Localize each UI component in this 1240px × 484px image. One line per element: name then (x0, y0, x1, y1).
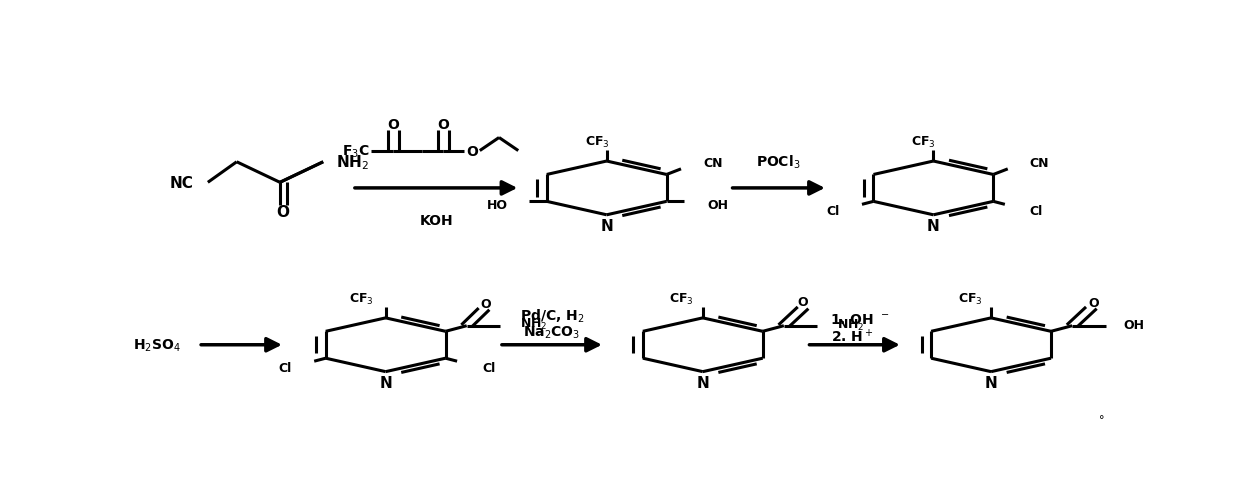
Text: F$_3$C: F$_3$C (342, 143, 370, 159)
Text: Cl: Cl (827, 205, 839, 218)
Text: O: O (466, 144, 479, 158)
Text: NC: NC (170, 175, 193, 190)
Text: N: N (697, 376, 709, 391)
Text: OH: OH (707, 198, 728, 212)
Text: CF$_3$: CF$_3$ (911, 135, 936, 150)
Text: O: O (797, 295, 808, 308)
Text: Pd/C, H$_2$: Pd/C, H$_2$ (520, 306, 584, 324)
Text: N: N (985, 376, 997, 391)
Text: 2. H$^+$: 2. H$^+$ (831, 327, 873, 344)
Text: CN: CN (703, 157, 723, 170)
Text: N: N (928, 219, 940, 234)
Text: Cl: Cl (1030, 205, 1043, 218)
Text: HO: HO (487, 198, 508, 212)
Text: CF$_3$: CF$_3$ (350, 291, 374, 306)
Text: CF$_3$: CF$_3$ (957, 291, 982, 306)
Text: NH$_2$: NH$_2$ (837, 318, 864, 333)
Text: POCl$_3$: POCl$_3$ (756, 154, 801, 171)
Text: 1. OH $^-$: 1. OH $^-$ (830, 313, 889, 327)
Text: CF$_3$: CF$_3$ (585, 135, 609, 150)
Text: O: O (438, 118, 449, 131)
Text: N: N (600, 219, 613, 234)
Text: O: O (387, 118, 399, 131)
Text: °: ° (1099, 415, 1105, 424)
Text: NH$_2$: NH$_2$ (520, 317, 547, 332)
Text: KOH: KOH (419, 213, 453, 227)
Text: NH$_2$: NH$_2$ (336, 153, 368, 172)
Text: Cl: Cl (279, 361, 293, 374)
Text: Cl: Cl (482, 361, 495, 374)
Text: N: N (379, 376, 392, 391)
Text: H$_2$SO$_4$: H$_2$SO$_4$ (133, 337, 181, 353)
Text: O: O (481, 297, 491, 310)
Text: O: O (277, 205, 289, 219)
Text: O: O (1087, 296, 1099, 309)
Text: Na$_2$CO$_3$: Na$_2$CO$_3$ (523, 324, 580, 340)
Text: CF$_3$: CF$_3$ (670, 291, 694, 306)
Text: CN: CN (1030, 157, 1049, 170)
Text: OH: OH (1123, 318, 1145, 332)
